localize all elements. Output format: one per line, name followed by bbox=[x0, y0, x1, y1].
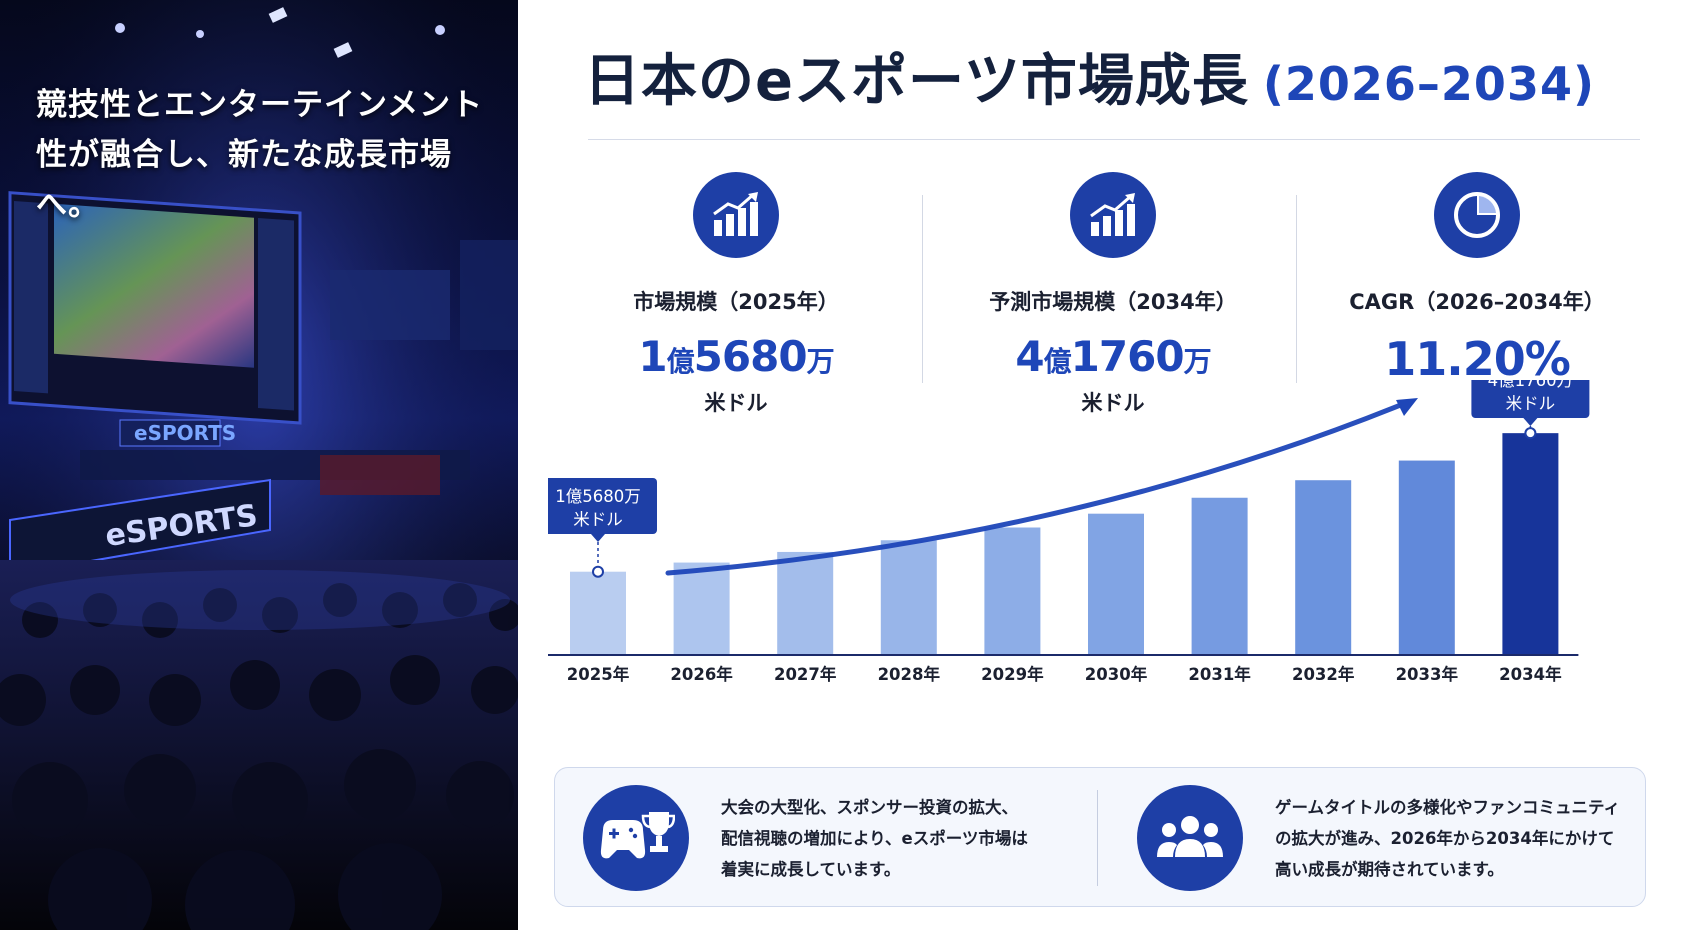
bar-2027年 bbox=[777, 551, 834, 655]
x-tick-label: 2031年 bbox=[1188, 664, 1251, 684]
x-tick-label: 2029年 bbox=[981, 664, 1044, 684]
page-title-main: 日本のeスポーツ市場成長 bbox=[584, 49, 1249, 114]
bar-2033年 bbox=[1398, 460, 1455, 655]
info-text-left: 大会の大型化、スポンサー投資の拡大、 配信視聴の増加により、eスポーツ市場は 着… bbox=[721, 792, 1028, 885]
stat-value: 4億1760万 bbox=[943, 332, 1283, 381]
stat-divider bbox=[922, 195, 923, 383]
stat-value-rest: 1760 bbox=[1070, 332, 1185, 381]
info-box: 大会の大型化、スポンサー投資の拡大、 配信視聴の増加により、eスポーツ市場は 着… bbox=[554, 767, 1646, 907]
bar-chart-growth-icon bbox=[1070, 172, 1156, 258]
x-tick-label: 2026年 bbox=[670, 664, 733, 684]
info-left-line: 大会の大型化、スポンサー投資の拡大、 bbox=[721, 797, 1018, 817]
x-tick-label: 2033年 bbox=[1396, 664, 1459, 684]
info-left-line: 着実に成長しています。 bbox=[721, 859, 901, 879]
stat-value-prefix: 1 bbox=[638, 332, 667, 381]
stat-cagr: CAGR（2026–2034年） 11.20% bbox=[1307, 172, 1647, 386]
x-tick-label: 2027年 bbox=[774, 664, 837, 684]
esports-arena-photo: eSPORTS eSPORTS 競技性とエンターテインメント 性が融合し、新たな… bbox=[0, 0, 518, 930]
stat-unit: 米ドル bbox=[1081, 391, 1145, 415]
bar-chart-growth-icon bbox=[693, 172, 779, 258]
stat-divider bbox=[1296, 195, 1297, 383]
pie-chart-icon bbox=[1434, 172, 1520, 258]
growth-trend-arrow bbox=[665, 399, 1411, 576]
callout-value: 1億5680万 bbox=[555, 487, 641, 506]
x-tick-label: 2030年 bbox=[1085, 664, 1148, 684]
stat-label: CAGR（2026–2034年） bbox=[1349, 290, 1605, 314]
bar-2029年 bbox=[984, 527, 1041, 655]
info-right-line: ゲームタイトルの多様化やファンコミュニティ bbox=[1275, 797, 1621, 817]
info-text-right: ゲームタイトルの多様化やファンコミュニティ の拡大が進み、2026年から2034… bbox=[1275, 792, 1620, 885]
stat-forecast-2034: 予測市場規模（2034年） 4億1760万 米ドル bbox=[943, 172, 1283, 417]
stat-unit: 米ドル bbox=[704, 391, 768, 415]
stat-value-man: 万 bbox=[806, 345, 835, 378]
page-title-years: (2026–2034) bbox=[1262, 57, 1595, 111]
page-title: 日本のeスポーツ市場成長 (2026–2034) bbox=[584, 36, 1595, 117]
callout-unit: 米ドル bbox=[1506, 394, 1556, 413]
stat-market-size-2025: 市場規模（2025年） 1億5680万 米ドル bbox=[566, 172, 906, 417]
market-growth-bar-chart: 2025年 2026年 2027年 2028年 2029年 2030年 2031年 2032年… bbox=[548, 380, 1590, 684]
stat-value-prefix: 4 bbox=[1015, 332, 1044, 381]
x-tick-label: 2034年 bbox=[1499, 664, 1562, 684]
stat-value: 1億5680万 bbox=[566, 332, 906, 381]
gamepad-trophy-icon bbox=[583, 785, 689, 891]
arena-scene-illustration: eSPORTS eSPORTS bbox=[0, 0, 518, 930]
x-tick-label: 2032年 bbox=[1292, 664, 1355, 684]
stat-value-oku: 億 bbox=[1043, 345, 1072, 378]
x-tick-label: 2025年 bbox=[567, 664, 630, 684]
screen-banner-upper: eSPORTS bbox=[134, 421, 236, 445]
tagline-line-1: 競技性とエンターテインメント bbox=[36, 87, 484, 123]
bar-2025年 bbox=[570, 571, 626, 655]
stat-label: 市場規模（2025年） bbox=[633, 290, 839, 314]
photo-tagline: 競技性とエンターテインメント 性が融合し、新たな成長市場へ。 bbox=[36, 80, 506, 230]
callout-value: 4億1760万 bbox=[1488, 380, 1574, 390]
stat-value-oku: 億 bbox=[666, 345, 695, 378]
info-divider bbox=[1097, 790, 1098, 886]
info-left: 大会の大型化、スポンサー投資の拡大、 配信視聴の増加により、eスポーツ市場は 着… bbox=[583, 768, 1028, 908]
bar-2031年 bbox=[1191, 497, 1248, 655]
community-people-icon bbox=[1137, 785, 1243, 891]
bar-2026年 bbox=[673, 562, 730, 655]
info-right: ゲームタイトルの多様化やファンコミュニティ の拡大が進み、2026年から2034… bbox=[1137, 768, 1620, 908]
stat-value: 11.20% bbox=[1384, 332, 1571, 386]
title-divider bbox=[588, 139, 1640, 140]
bar-2030年 bbox=[1088, 513, 1144, 655]
info-right-line: 高い成長が期待されています。 bbox=[1275, 859, 1504, 879]
growth-trend-arrowhead bbox=[1396, 398, 1418, 416]
bar-2028年 bbox=[880, 540, 937, 655]
stat-value-man: 万 bbox=[1183, 345, 1212, 378]
stat-label: 予測市場規模（2034年） bbox=[989, 290, 1237, 314]
info-right-line: の拡大が進み、2026年から2034年にかけて bbox=[1275, 828, 1615, 848]
x-tick-label: 2028年 bbox=[878, 664, 941, 684]
info-left-line: 配信視聴の増加により、eスポーツ市場は bbox=[721, 828, 1028, 848]
bar-2032年 bbox=[1295, 480, 1352, 655]
stat-value-rest: 5680 bbox=[693, 332, 808, 381]
tagline-line-2: 性が融合し、新たな成長市場へ。 bbox=[36, 137, 452, 223]
callout-unit: 米ドル bbox=[573, 510, 623, 529]
bar-2034年 bbox=[1502, 433, 1559, 655]
